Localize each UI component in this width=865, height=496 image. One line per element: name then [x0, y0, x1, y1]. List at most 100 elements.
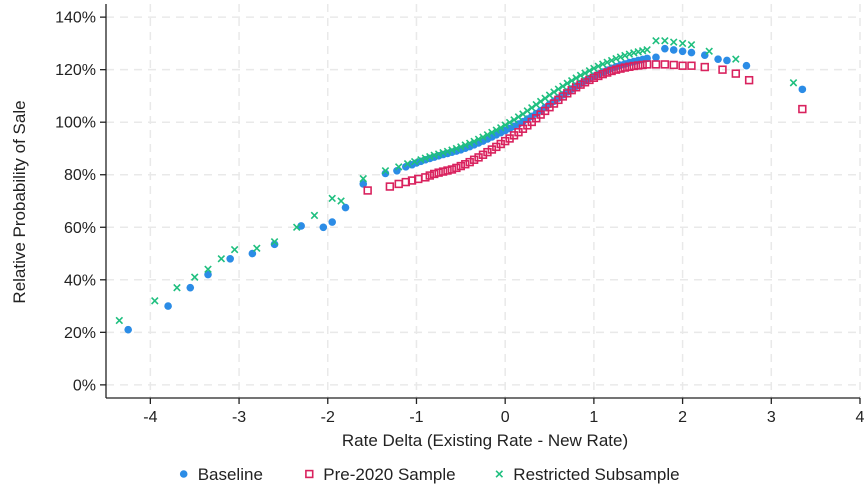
legend: Baseline Pre-2020 Sample Restricted Subsam…: [179, 465, 680, 484]
data-point: [585, 75, 594, 85]
data-point: [270, 240, 279, 249]
data-point: [589, 73, 599, 83]
data-point: [452, 144, 461, 153]
data-point: [714, 55, 722, 63]
y-tick-label: 100%: [55, 115, 96, 132]
data-point: [705, 47, 713, 56]
data-point: [723, 56, 731, 65]
legend-item: Pre-2020 Sample: [305, 465, 456, 484]
data-point: [151, 297, 159, 305]
data-point: [718, 65, 727, 74]
data-point: [425, 171, 434, 180]
data-point: [661, 37, 669, 45]
y-tick-label: 140%: [55, 10, 96, 27]
data-point: [337, 197, 345, 205]
data-point: [438, 167, 448, 176]
data-point: [501, 121, 509, 129]
legend-marker: [495, 470, 504, 478]
data-point: [598, 60, 607, 68]
legend-label: Restricted Subsample: [513, 465, 679, 484]
data-point: [430, 151, 438, 160]
data-point: [621, 51, 629, 60]
data-point: [612, 54, 620, 63]
data-point: [253, 244, 261, 253]
data-point: [410, 157, 419, 166]
data-point: [447, 165, 457, 174]
data-point: [625, 50, 634, 58]
series-circle: [124, 44, 807, 334]
data-point: [616, 64, 625, 73]
data-point: [226, 254, 234, 263]
data-point: [461, 141, 470, 149]
data-point: [594, 62, 603, 71]
x-tick-label: 3: [767, 409, 776, 426]
data-point: [319, 223, 328, 232]
data-point: [742, 61, 751, 70]
data-point: [190, 273, 199, 281]
y-tick-label: 80%: [64, 167, 96, 184]
data-point: [359, 180, 368, 188]
data-point: [469, 155, 479, 164]
data-point: [652, 53, 660, 62]
data-point: [426, 152, 434, 161]
data-point: [603, 58, 611, 67]
data-point: [115, 316, 124, 325]
data-point: [541, 94, 549, 103]
data-point: [217, 255, 226, 263]
data-point: [678, 39, 687, 48]
data-point: [488, 128, 496, 137]
y-tick-label: 0%: [73, 377, 96, 394]
data-point: [629, 61, 639, 71]
y-axis-ticks: 0% 20% 40% 60% 80% 100% 120% 140%: [55, 10, 106, 394]
x-tick-label: 2: [678, 409, 687, 426]
data-point: [652, 37, 660, 45]
data-point: [732, 55, 740, 63]
data-point: [798, 85, 807, 94]
data-point: [452, 163, 461, 173]
data-point: [403, 159, 412, 168]
data-point: [598, 69, 607, 79]
y-tick-label: 60%: [64, 220, 96, 237]
data-point: [479, 133, 487, 141]
legend-label: Baseline: [198, 465, 263, 484]
x-axis-ticks: -4 -3 -2 -1 0 1 2 3 4: [143, 398, 865, 426]
data-point: [550, 88, 558, 96]
data-point: [576, 80, 585, 89]
legend-marker: [305, 469, 314, 479]
data-point: [660, 60, 670, 69]
data-point: [434, 168, 443, 177]
data-point: [394, 179, 403, 189]
data-point: [559, 82, 567, 90]
data-point: [594, 71, 603, 81]
data-point: [563, 79, 572, 88]
data-point: [607, 56, 616, 65]
data-point: [270, 237, 279, 246]
data-point: [643, 45, 651, 54]
data-point: [448, 146, 456, 154]
data-point: [492, 126, 501, 134]
data-point: [669, 60, 678, 70]
x-tick-label: -4: [143, 409, 157, 426]
data-point: [456, 161, 466, 171]
data-point: [204, 265, 212, 274]
data-point: [678, 61, 687, 70]
y-tick-label: 20%: [64, 325, 96, 342]
data-point: [638, 60, 647, 70]
data-point: [341, 203, 350, 212]
data-point: [580, 78, 590, 87]
data-point: [292, 223, 301, 232]
data-point: [417, 155, 425, 164]
data-point: [700, 62, 709, 72]
data-point: [519, 110, 527, 118]
data-point: [124, 325, 132, 334]
data-point: [359, 174, 368, 183]
data-point: [381, 169, 390, 178]
data-point: [328, 218, 337, 226]
data-point: [474, 135, 483, 144]
data-point: [328, 194, 336, 203]
data-point: [678, 47, 687, 56]
data-point: [585, 66, 594, 75]
series-x: [115, 37, 798, 325]
data-point: [554, 85, 563, 93]
